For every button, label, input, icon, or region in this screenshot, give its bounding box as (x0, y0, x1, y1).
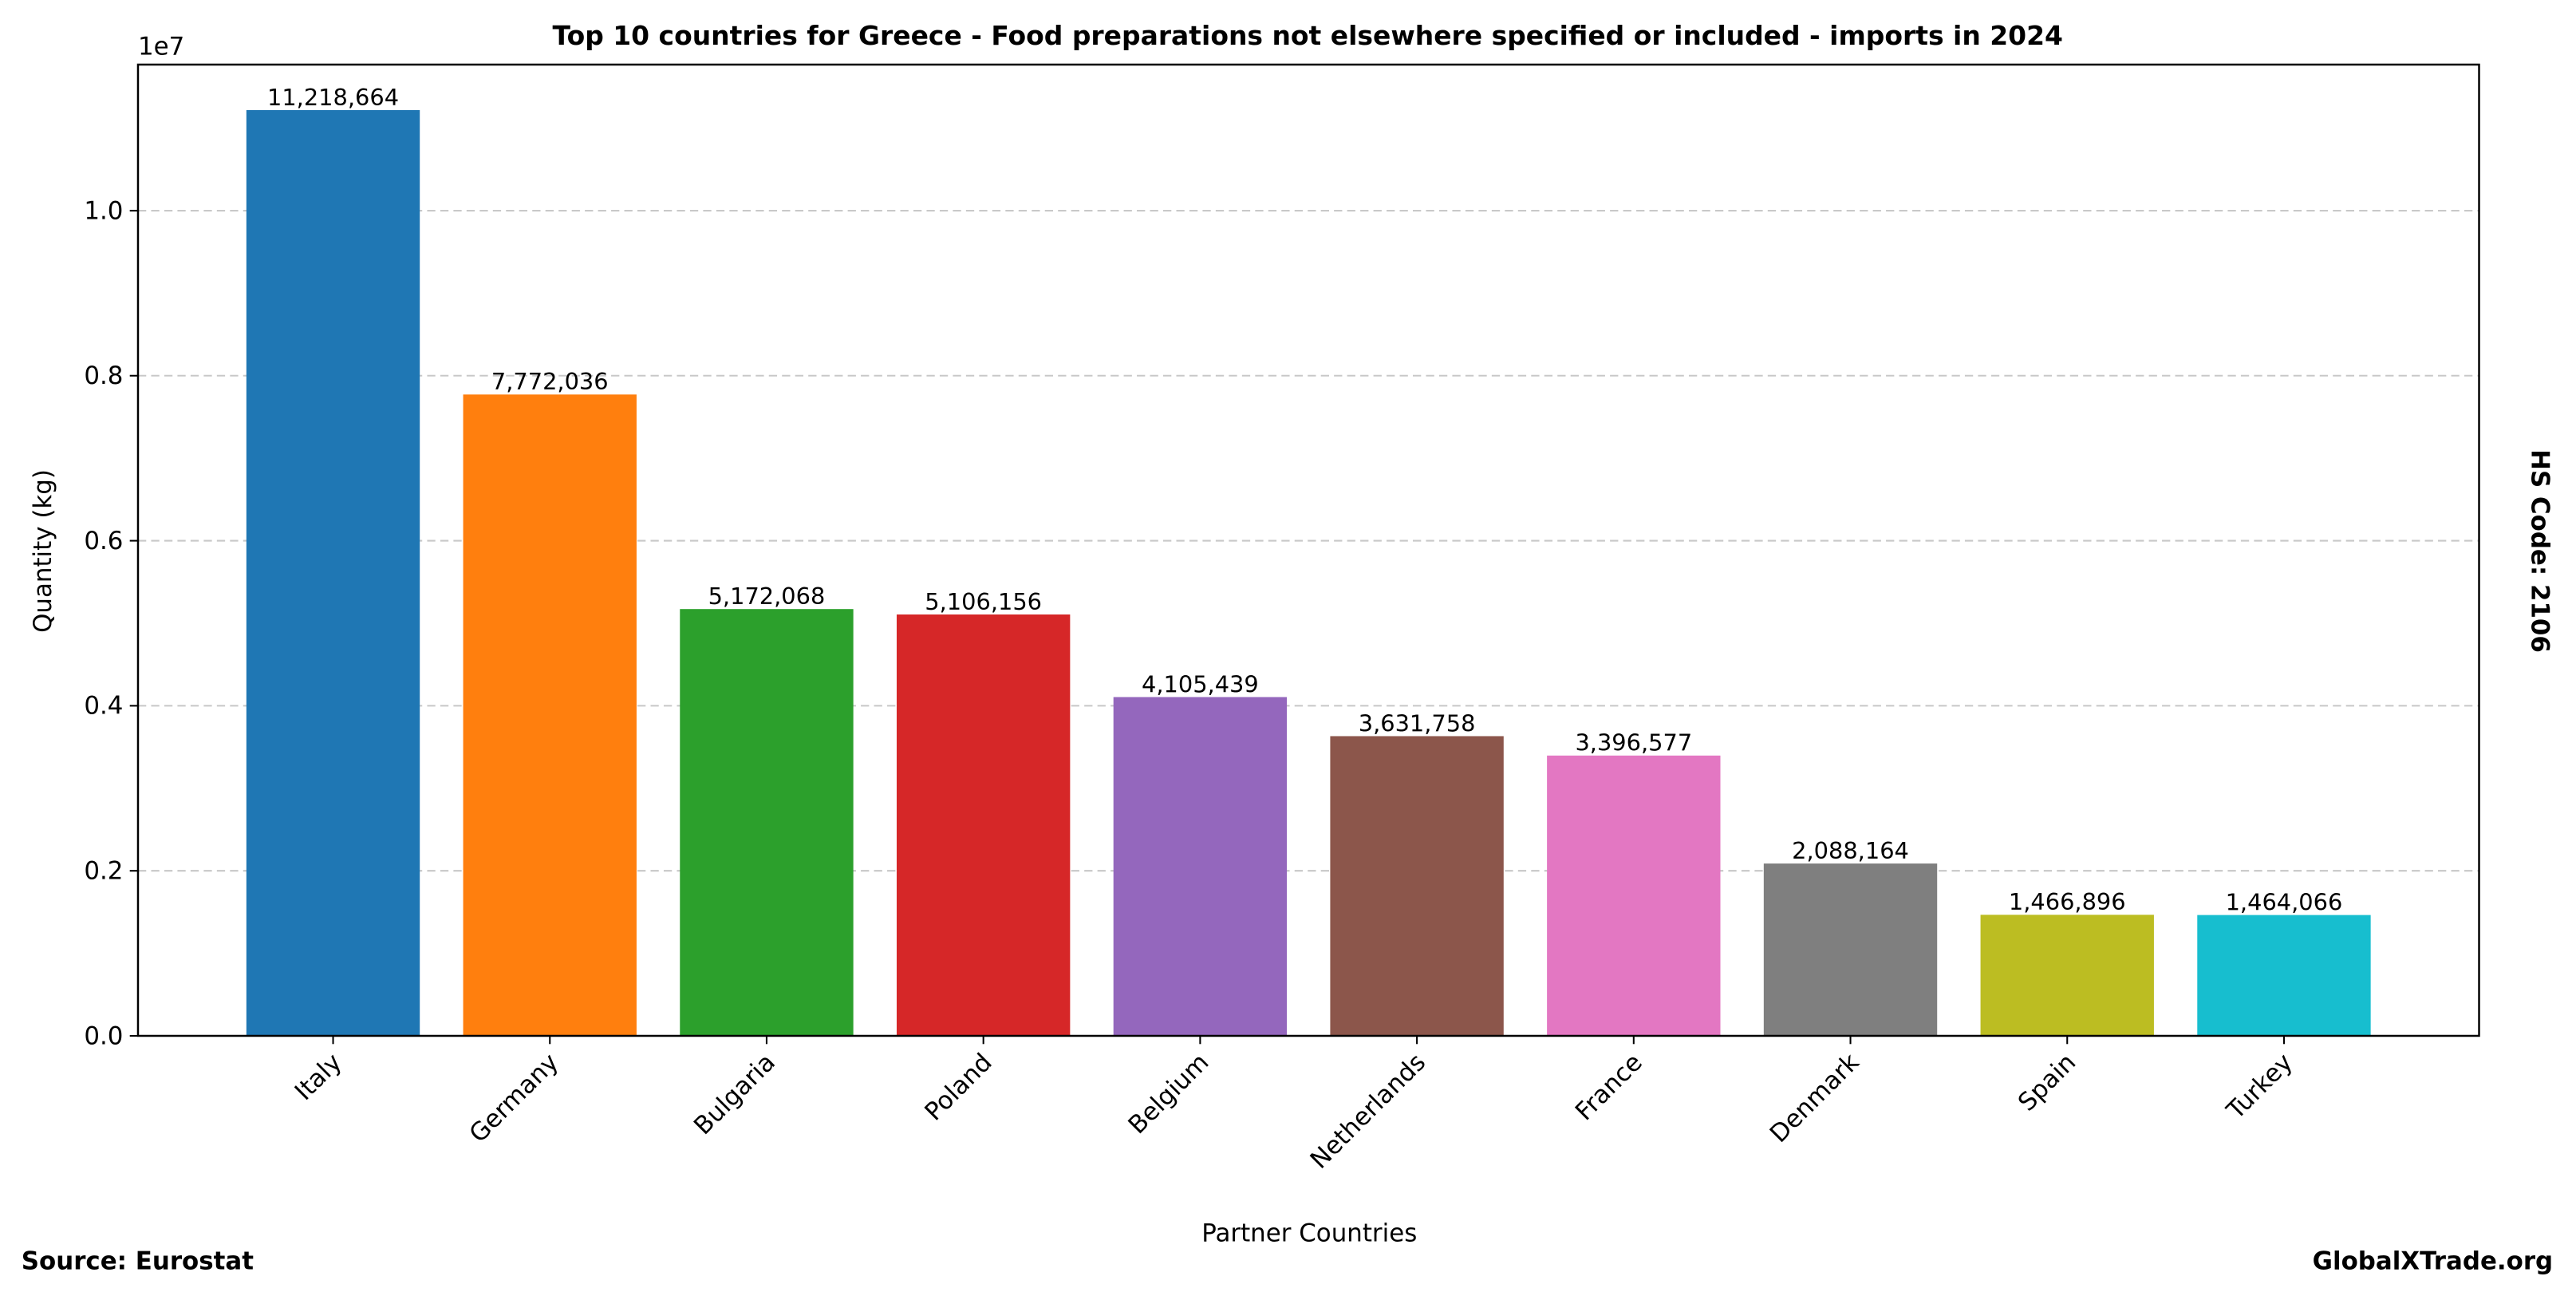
x-tick-label: Germany (464, 1048, 564, 1148)
x-tick-label: Spain (2013, 1048, 2081, 1116)
x-tick-label: Italy (290, 1048, 348, 1106)
data-label: 7,772,036 (491, 368, 609, 395)
hs-code-label: HS Code: 2106 (2525, 449, 2554, 653)
data-label: 2,088,164 (1792, 837, 1909, 864)
x-tick-label: Netherlands (1305, 1048, 1432, 1175)
data-label: 5,172,068 (708, 583, 826, 610)
y-tick-label: 0.4 (84, 692, 123, 721)
grid-lines (137, 209, 2479, 872)
x-tick-label: Turkey (2221, 1048, 2298, 1125)
y-tick-label: 0.0 (84, 1021, 123, 1050)
data-label: 1,466,896 (2009, 888, 2126, 915)
plot-frame (136, 63, 2480, 1037)
bar-netherlands (1330, 736, 1504, 1036)
data-label: 5,106,156 (925, 588, 1042, 615)
bar-france (1547, 755, 1721, 1036)
bar-spain (1980, 915, 2154, 1036)
x-tick-label: Belgium (1122, 1048, 1214, 1140)
x-axis: Italy Germany Bulgaria Poland Belgium Netherl… (290, 1035, 2298, 1175)
y-offset-label: 1e7 (138, 33, 184, 61)
source-label: Source: Eurostat (22, 1247, 254, 1275)
chart-title: Top 10 countries for Greece - Food prepa… (552, 20, 2062, 51)
y-tick-label: 0.6 (84, 527, 123, 555)
x-tick-label: Poland (919, 1048, 997, 1126)
x-tick-label: France (1570, 1048, 1648, 1126)
data-label: 3,631,758 (1359, 709, 1476, 737)
data-label: 1,464,066 (2226, 888, 2343, 915)
bar-poland (896, 614, 1071, 1036)
y-tick-label: 0.8 (84, 362, 123, 390)
data-label: 11,218,664 (267, 84, 399, 111)
data-label: 3,396,577 (1575, 729, 1692, 757)
bar-belgium (1113, 697, 1288, 1036)
x-axis-label: Partner Countries (1201, 1219, 1417, 1247)
brand-label: GlobalXTrade.org (2313, 1247, 2554, 1275)
bar-germany (463, 394, 637, 1036)
bar-bulgaria (680, 609, 854, 1036)
y-tick-label: 0.2 (84, 856, 123, 885)
data-label: 4,105,439 (1142, 670, 1259, 697)
bar-turkey (2197, 915, 2371, 1036)
bar-italy (246, 109, 420, 1036)
y-tick-label: 1.0 (84, 196, 123, 225)
bars: 11,218,664 7,772,036 5,172,068 5,106,156 4,1… (246, 84, 2371, 1036)
x-tick-label: Denmark (1765, 1048, 1865, 1148)
y-axis-label: Quantity (kg) (29, 469, 57, 633)
bar-denmark (1763, 863, 1938, 1036)
x-tick-label: Bulgaria (688, 1048, 781, 1140)
y-axis: 0.0 0.2 0.4 0.6 0.8 1.0 (84, 196, 138, 1050)
